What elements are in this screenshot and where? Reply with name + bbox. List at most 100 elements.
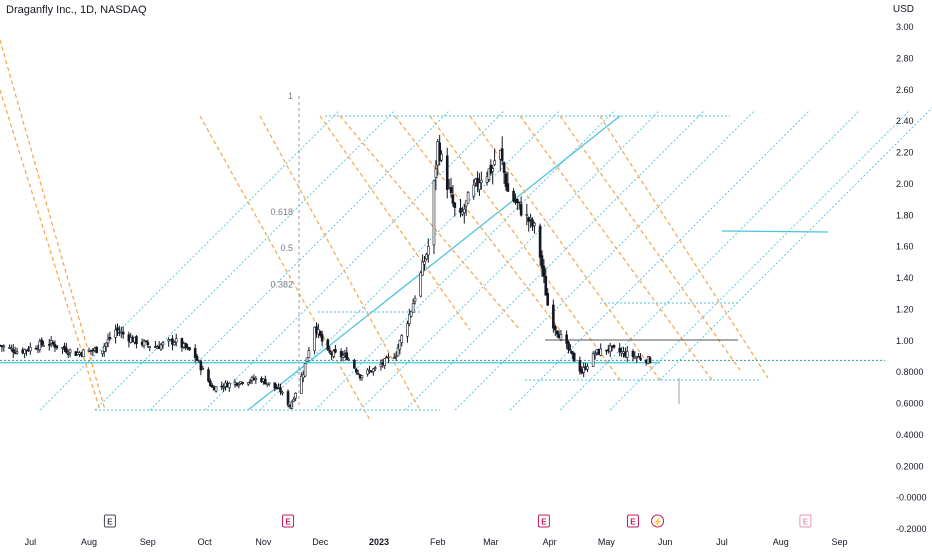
earnings-flag[interactable]: E [282, 514, 295, 528]
earnings-box[interactable] [103, 514, 116, 528]
earnings-flag[interactable]: E [799, 514, 812, 528]
time-tick-label: Apr [543, 537, 557, 547]
orange-channel-line[interactable] [394, 115, 561, 331]
symbol-title[interactable]: Draganfly Inc., 1D, NASDAQ [6, 4, 147, 16]
candle [95, 346, 98, 354]
cyan-channel-line[interactable] [359, 109, 661, 411]
candle-body [220, 385, 224, 388]
cyan-channel-line[interactable] [609, 109, 911, 411]
candle [209, 378, 212, 387]
earnings-flag[interactable]: E [537, 514, 550, 528]
orange-channel-line[interactable] [469, 115, 661, 381]
candle [116, 323, 119, 337]
candle [608, 342, 612, 358]
fib-level-label: 0 [288, 400, 293, 410]
candle-body [529, 217, 532, 220]
price-tick-label: 0.8000 [896, 367, 924, 377]
event-label: E [285, 518, 291, 527]
candle [222, 383, 225, 392]
news-circle[interactable] [651, 514, 665, 528]
candle [425, 252, 428, 261]
candle [438, 134, 441, 166]
candle-body [341, 355, 345, 358]
candle [449, 177, 453, 198]
candle-body [517, 201, 521, 204]
candle [394, 351, 398, 361]
candle-body [504, 173, 508, 187]
candle-body [591, 352, 595, 367]
candle [500, 136, 504, 166]
cyan-channel-line[interactable] [509, 109, 811, 411]
earnings-box[interactable] [537, 514, 550, 528]
candle-body [419, 272, 423, 297]
fib-retracement-layer[interactable]: 1 0.618 0.5 0.382 0 [270, 91, 300, 410]
candle-body [300, 375, 303, 394]
candle-body [491, 168, 495, 172]
candle [292, 396, 296, 403]
cyan-channel-line[interactable] [94, 109, 396, 411]
cyan-channel-line[interactable] [204, 109, 506, 411]
price-axis[interactable]: 3.00 2.80 2.60 2.40 2.20 2.00 1.80 1.60 1.40 1.20… [896, 22, 927, 534]
orange-channel-line[interactable] [429, 115, 621, 381]
candle [353, 358, 356, 369]
candle [572, 352, 576, 362]
candle [421, 254, 424, 276]
earnings-box[interactable] [799, 514, 812, 528]
cyan-channel-line[interactable] [39, 109, 341, 411]
candle [220, 381, 224, 391]
cyan-channel-line[interactable] [559, 109, 861, 411]
candle-body [599, 348, 603, 356]
candle-body [307, 350, 311, 358]
earnings-box[interactable] [626, 514, 639, 528]
candle-body [480, 179, 483, 183]
candle [354, 367, 358, 375]
candle-body [631, 350, 635, 357]
candle [146, 339, 150, 348]
cyan-channel-line[interactable] [454, 109, 756, 411]
cyan-trendline[interactable] [247, 115, 621, 411]
orange-channel-line[interactable] [0, 89, 101, 411]
candle [286, 389, 290, 408]
candle [254, 376, 258, 384]
candle-body [572, 352, 576, 362]
candle-body [2, 345, 6, 348]
candle [586, 363, 589, 373]
orange-channel-line[interactable] [0, 39, 106, 411]
candle [38, 338, 42, 353]
fib-level-label: 1 [288, 91, 293, 101]
candle-body [612, 344, 616, 348]
earnings-box[interactable] [282, 514, 295, 528]
candle [199, 359, 203, 376]
earnings-flag[interactable]: E [626, 514, 639, 528]
candle [408, 308, 411, 327]
orange-channel-line[interactable] [559, 115, 741, 371]
news-flag[interactable]: ⚡ [651, 514, 665, 528]
candle-body [567, 341, 570, 351]
cyan-channel-line[interactable] [404, 109, 706, 411]
orange-channel-line[interactable] [599, 115, 769, 379]
cyan-channel-line[interactable] [149, 109, 451, 411]
earnings-flag[interactable]: E [103, 514, 116, 528]
cyan-channel-line[interactable] [659, 80, 932, 381]
time-tick-label: Jul [25, 537, 37, 547]
time-axis[interactable]: Jul Aug Sep Oct Nov Dec 2023 Feb Mar Apr May Jun Jul… [25, 537, 848, 547]
drawing-tools-layer[interactable] [0, 39, 932, 421]
candle [326, 338, 330, 351]
candle-body [235, 382, 239, 386]
events-row[interactable]: E E E E ⚡ E [103, 514, 812, 528]
orange-channel-line[interactable] [319, 115, 471, 331]
candle [559, 330, 563, 342]
cyan-channel-line[interactable] [259, 109, 561, 411]
orange-channel-line[interactable] [259, 115, 421, 411]
time-tick-label: Nov [255, 537, 272, 547]
horizontal-ray[interactable] [721, 230, 829, 233]
candle [171, 335, 174, 351]
orange-channel-line[interactable] [519, 115, 713, 381]
orange-channel-line[interactable] [199, 115, 371, 421]
candle-body [533, 222, 536, 226]
price-tick-label: 3.00 [896, 22, 914, 32]
orange-channel-line[interactable] [339, 115, 521, 331]
candle-body [11, 349, 15, 353]
